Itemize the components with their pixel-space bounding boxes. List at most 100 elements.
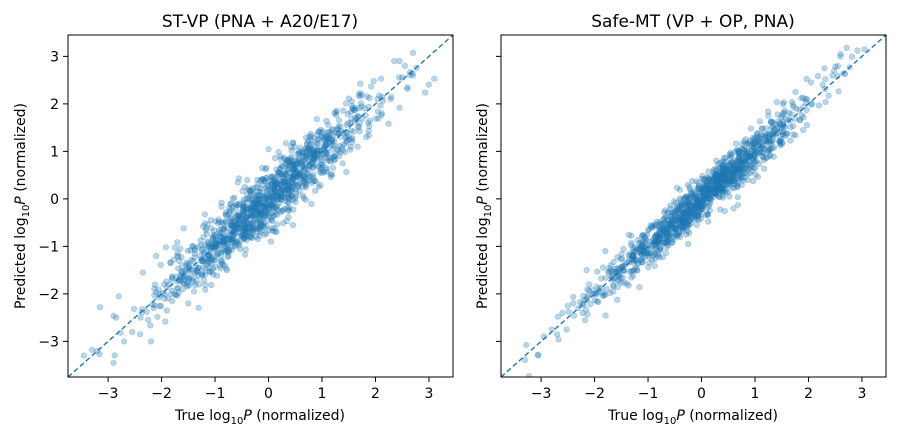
plot-frame xyxy=(67,34,454,378)
scatter-point xyxy=(307,146,315,153)
scatter-point xyxy=(233,226,240,233)
scatter-point xyxy=(240,197,247,204)
scatter-point xyxy=(292,199,299,206)
scatter-point xyxy=(335,129,342,136)
scatter-point xyxy=(221,262,228,269)
scatter-point xyxy=(207,217,214,224)
scatter-point xyxy=(189,276,196,283)
scatter-point xyxy=(691,193,699,200)
scatter-point xyxy=(189,242,196,250)
scatter-point xyxy=(178,268,185,275)
scatter-point xyxy=(251,211,258,218)
scatter-point xyxy=(711,172,719,179)
scatter-point xyxy=(728,151,735,158)
scatter-point xyxy=(778,140,786,147)
scatter-point xyxy=(229,203,236,210)
scatter-point xyxy=(224,253,231,260)
scatter-point xyxy=(254,236,261,243)
scatter-point xyxy=(204,239,211,246)
scatter-point xyxy=(273,192,281,199)
scatter-point xyxy=(718,188,726,195)
scatter-point xyxy=(303,181,310,188)
scatter-point xyxy=(302,179,309,186)
scatter-point xyxy=(262,207,269,214)
scatter-point xyxy=(317,182,324,189)
scatter-point xyxy=(96,351,103,358)
scatter-point xyxy=(734,167,742,174)
scatter-point xyxy=(271,197,278,204)
scatter-point xyxy=(251,198,258,205)
scatter-point xyxy=(269,204,276,211)
scatter-point xyxy=(304,139,311,147)
scatter-point xyxy=(282,172,289,179)
scatter-point xyxy=(163,307,170,314)
scatter-point xyxy=(239,232,246,239)
scatter-point xyxy=(268,203,275,210)
scatter-point xyxy=(261,178,268,185)
scatter-point xyxy=(161,295,168,302)
scatter-point xyxy=(306,173,313,180)
y-axis-ticks xyxy=(496,55,501,342)
scatter-point xyxy=(190,288,198,295)
scatter-point xyxy=(201,241,208,248)
scatter-point xyxy=(301,168,308,175)
scatter-point xyxy=(274,182,281,189)
scatter-point xyxy=(313,115,320,123)
scatter-point xyxy=(714,161,721,168)
scatter-point xyxy=(252,225,259,232)
scatter-point xyxy=(286,162,293,169)
scatter-point xyxy=(296,147,303,154)
scatter-point xyxy=(343,139,350,146)
scatter-point xyxy=(173,292,180,299)
scatter-point xyxy=(241,251,249,258)
scatter-point xyxy=(345,95,353,102)
scatter-point xyxy=(170,256,177,263)
scatter-point xyxy=(329,146,336,153)
scatter-point xyxy=(686,209,694,216)
scatter-point xyxy=(821,65,828,72)
scatter-point xyxy=(676,233,684,240)
scatter-point xyxy=(228,200,235,207)
scatter-point xyxy=(282,159,289,166)
scatter-point xyxy=(711,175,718,182)
scatter-point xyxy=(255,197,262,204)
scatter-point xyxy=(292,165,299,172)
scatter-point xyxy=(195,304,202,311)
scatter-point xyxy=(184,283,191,290)
scatter-point xyxy=(186,282,193,289)
scatter-point xyxy=(263,187,271,194)
scatter-point xyxy=(272,188,279,195)
scatter-point xyxy=(682,199,689,206)
scatter-point xyxy=(261,203,268,211)
scatter-point xyxy=(260,195,267,202)
scatter-point xyxy=(861,46,868,53)
scatter-point xyxy=(198,247,205,254)
scatter-point xyxy=(290,180,297,187)
scatter-point xyxy=(277,196,284,203)
scatter-point xyxy=(286,195,293,202)
scatter-point xyxy=(602,312,609,319)
scatter-point xyxy=(347,109,354,116)
y-tick-label: 1 xyxy=(50,144,59,160)
panel-st-vp: ST-VP (PNA + A20/E17) −3 −2 −1 0 1 2 3 −3 −2 −1 0… xyxy=(13,12,454,427)
scatter-point xyxy=(314,156,321,163)
scatter-point xyxy=(339,160,346,167)
scatter-point xyxy=(372,115,380,122)
scatter-point xyxy=(229,239,236,246)
scatter-point xyxy=(260,212,267,220)
scatter-point xyxy=(239,225,246,232)
scatter-point xyxy=(323,150,330,157)
scatter-point xyxy=(249,201,256,208)
scatter-point xyxy=(282,140,290,147)
scatter-point xyxy=(287,157,294,164)
scatter-point xyxy=(335,117,343,124)
scatter-point xyxy=(281,154,288,161)
scatter-point xyxy=(187,273,195,281)
scatter-point xyxy=(583,296,590,303)
scatter-point xyxy=(269,194,276,201)
scatter-point xyxy=(205,259,212,266)
scatter-point xyxy=(765,112,772,119)
scatter-point xyxy=(306,150,313,157)
scatter-point xyxy=(174,252,181,259)
x-tick-label: −2 xyxy=(151,386,172,402)
